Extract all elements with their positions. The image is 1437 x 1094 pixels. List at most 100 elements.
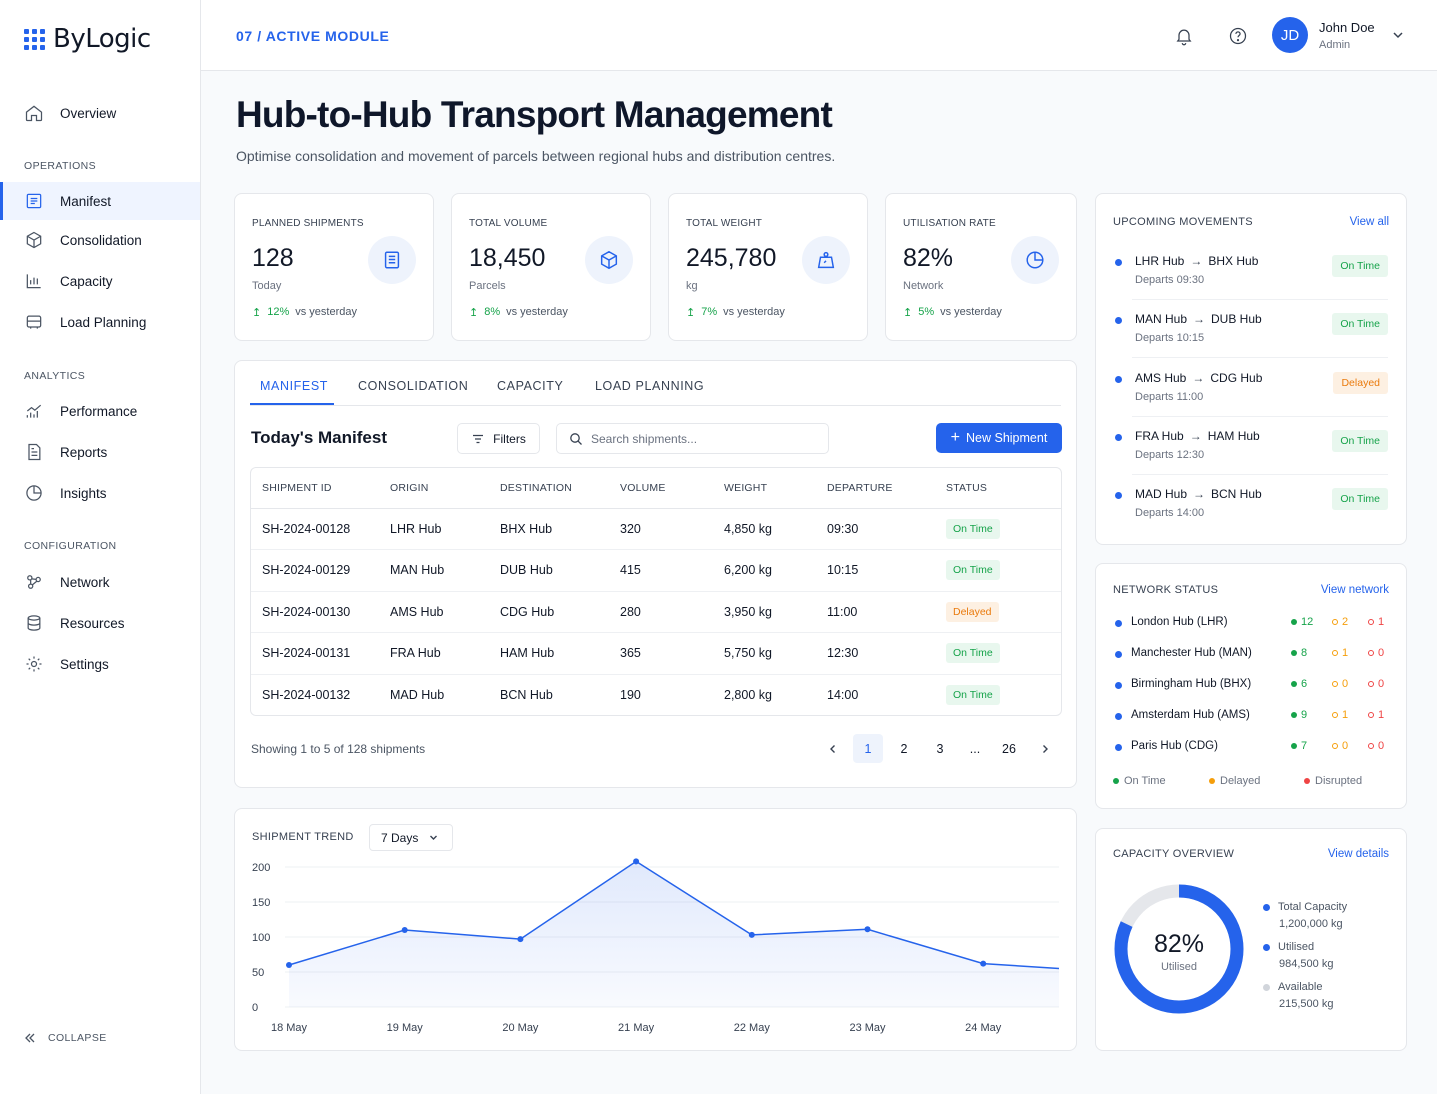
kpi-label: TOTAL WEIGHT — [686, 218, 763, 229]
plus-icon: + — [950, 429, 961, 446]
view-details-link[interactable]: View details — [1327, 848, 1389, 860]
legend-label: Utilised — [1278, 941, 1315, 953]
x-tick-label: 20 May — [502, 1022, 539, 1034]
filters-button[interactable]: Filters — [457, 423, 540, 454]
movement-item[interactable]: LHR Hub → BHX Hub Departs 09:30 On Time — [1113, 242, 1388, 300]
performance-icon — [26, 404, 42, 418]
nav-load-planning[interactable]: Load Planning — [0, 303, 200, 341]
delayed-count: 0 — [1332, 678, 1348, 690]
x-tick-label: 21 May — [618, 1022, 655, 1034]
on-time-count: 7 — [1291, 740, 1307, 752]
tab-capacity[interactable]: CAPACITY — [497, 379, 564, 393]
column-header[interactable]: SHIPMENT ID — [251, 468, 390, 509]
user-menu-button[interactable] — [1391, 28, 1405, 45]
range-select[interactable]: 7 Days — [369, 824, 453, 851]
status-badge: On Time — [1332, 488, 1388, 511]
cell-weight: 6,200 kg — [724, 549, 827, 592]
hub-row[interactable]: London Hub (LHR) 12 2 1 — [1113, 615, 1388, 635]
kpi-trend: ↥ 5% vs yesterday — [903, 306, 1002, 319]
trend-up-icon: ↥ — [252, 307, 262, 319]
nav-insights[interactable]: Insights — [0, 474, 200, 512]
nav-performance[interactable]: Performance — [0, 392, 200, 430]
nav-capacity[interactable]: Capacity — [0, 262, 200, 300]
movement-dot-icon — [1115, 317, 1122, 325]
movement-route: FRA Hub → HAM Hub — [1135, 429, 1260, 443]
on-time-dot-icon — [1291, 681, 1297, 687]
page-button-1[interactable]: 1 — [853, 734, 883, 763]
table-row[interactable]: SH-2024-00131 FRA Hub HAM Hub 365 5,750 … — [251, 632, 1061, 675]
bell-icon — [1176, 29, 1192, 46]
avatar[interactable]: JD — [1272, 17, 1308, 53]
disrupted-dot-icon — [1368, 743, 1374, 749]
trend-up-icon: ↥ — [469, 307, 479, 319]
column-header[interactable]: WEIGHT — [724, 468, 827, 509]
collapse-sidebar-button[interactable]: COLLAPSE — [24, 1032, 107, 1044]
table-row[interactable]: SH-2024-00129 MAN Hub DUB Hub 415 6,200 … — [251, 549, 1061, 592]
next-page-button[interactable] — [1030, 734, 1060, 763]
legend-value: 1,200,000 kg — [1279, 918, 1343, 930]
movement-time: Departs 12:30 — [1135, 448, 1205, 461]
view-all-link[interactable]: View all — [1349, 216, 1389, 228]
origin-hub: FRA Hub — [1135, 428, 1184, 443]
nav-resources[interactable]: Resources — [0, 604, 200, 642]
hub-dot-icon — [1115, 651, 1122, 658]
count-value: 8 — [1301, 647, 1308, 659]
tab-load-planning[interactable]: LOAD PLANNING — [595, 379, 705, 393]
legend-available: Available 215,500 kg — [1263, 981, 1333, 1010]
nav-section-analytics: ANALYTICS — [24, 370, 86, 382]
view-network-link[interactable]: View network — [1320, 584, 1389, 596]
page-button-2[interactable]: 2 — [900, 741, 908, 756]
page-button-last[interactable]: 26 — [1002, 741, 1016, 756]
nav-reports[interactable]: Reports — [0, 433, 200, 471]
table-row[interactable]: SH-2024-00132 MAD Hub BCN Hub 190 2,800 … — [251, 674, 1061, 715]
weight-icon — [802, 236, 850, 284]
page-title: Hub-to-Hub Transport Management — [236, 94, 833, 135]
previous-page-button[interactable] — [818, 734, 848, 763]
nav-consolidation[interactable]: Consolidation — [0, 221, 200, 259]
movement-dot-icon — [1115, 375, 1122, 383]
breadcrumb[interactable]: 07 / ACTIVE MODULE — [236, 28, 390, 44]
table-row[interactable]: SH-2024-00130 AMS Hub CDG Hub 280 3,950 … — [251, 591, 1061, 633]
column-header[interactable]: VOLUME — [620, 468, 724, 509]
delayed-count: 2 — [1332, 616, 1348, 628]
hub-row[interactable]: Birmingham Hub (BHX) 6 0 0 — [1113, 677, 1388, 697]
search-box[interactable] — [556, 423, 829, 454]
sidebar: ByLogic Overview OPERATIONS Manifest Con… — [0, 0, 201, 1094]
count-value: 2 — [1342, 616, 1349, 628]
help-button[interactable] — [1228, 26, 1248, 46]
new-shipment-button[interactable]: + New Shipment — [936, 423, 1062, 453]
kpi-trend: ↥ 8% vs yesterday — [469, 306, 568, 319]
status-badge: On Time — [1332, 313, 1388, 336]
table-row[interactable]: SH-2024-00128 LHR Hub BHX Hub 320 4,850 … — [251, 508, 1061, 550]
page-button-3[interactable]: 3 — [936, 741, 944, 756]
tab-consolidation[interactable]: CONSOLIDATION — [358, 379, 469, 393]
nav-overview[interactable]: Overview — [0, 94, 200, 132]
search-input[interactable] — [591, 431, 811, 446]
column-header[interactable]: DESTINATION — [500, 468, 620, 509]
count-value: 7 — [1301, 740, 1308, 752]
delayed-dot-icon — [1209, 778, 1215, 784]
cell-volume: 320 — [620, 508, 724, 550]
hub-row[interactable]: Paris Hub (CDG) 7 0 0 — [1113, 739, 1388, 759]
column-header[interactable]: STATUS — [946, 468, 1061, 509]
movement-item[interactable]: MAN Hub → DUB Hub Departs 10:15 On Time — [1113, 300, 1388, 359]
movement-dot-icon — [1115, 433, 1122, 441]
delayed-dot-icon — [1332, 712, 1338, 718]
movement-item[interactable]: AMS Hub → CDG Hub Departs 11:00 Delayed — [1113, 359, 1388, 417]
column-header[interactable]: DEPARTURE — [827, 468, 946, 509]
shipment-trend-card: SHIPMENT TREND 7 Days 200 150 100 50 0 18 May… — [234, 808, 1077, 1051]
movement-item[interactable]: MAD Hub → BCN Hub Departs 14:00 On Time — [1113, 475, 1388, 533]
movement-item[interactable]: FRA Hub → HAM Hub Departs 12:30 On Time — [1113, 417, 1388, 475]
kpi-card-planned-shipments: PLANNED SHIPMENTS 128 Today ↥ 12% vs yeste… — [234, 193, 434, 341]
hub-row[interactable]: Manchester Hub (MAN) 8 1 0 — [1113, 646, 1388, 666]
column-header[interactable]: ORIGIN — [390, 468, 500, 509]
hub-row[interactable]: Amsterdam Hub (AMS) 9 1 1 — [1113, 708, 1388, 728]
notifications-button[interactable] — [1174, 26, 1194, 46]
filters-label: Filters — [493, 431, 526, 446]
chevron-right-icon — [1043, 744, 1048, 753]
brand-logo[interactable]: ByLogic — [24, 24, 151, 54]
nav-manifest[interactable]: Manifest — [0, 182, 200, 220]
tab-manifest[interactable]: MANIFEST — [260, 379, 328, 393]
nav-settings[interactable]: Settings — [0, 645, 200, 683]
nav-network[interactable]: Network — [0, 563, 200, 601]
